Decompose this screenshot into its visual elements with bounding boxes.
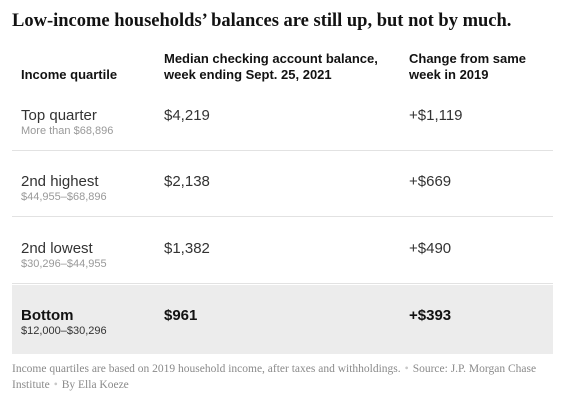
separator-dot: •: [404, 363, 409, 375]
quartile-label: 2nd lowest: [21, 240, 93, 257]
change-value: +$1,119: [409, 107, 463, 124]
separator-dot: •: [53, 379, 58, 391]
quartile-range: $30,296–$44,955: [21, 258, 107, 270]
quartile-range: $12,000–$30,296: [21, 325, 107, 337]
footer-note: Income quartiles are based on 2019 house…: [12, 361, 557, 393]
balance-value: $2,138: [164, 173, 210, 190]
change-value: +$393: [409, 307, 452, 324]
quartile-label: Bottom: [21, 307, 74, 324]
balance-value: $1,382: [164, 240, 210, 257]
change-value: +$490: [409, 240, 452, 257]
balance-value: $961: [164, 307, 198, 324]
table-row-highlighted: Bottom $12,000–$30,296 $961 +$393: [12, 285, 553, 354]
quartile-range: $44,955–$68,896: [21, 191, 107, 203]
footnote-text: Income quartiles are based on 2019 house…: [12, 363, 401, 375]
byline: By Ella Koeze: [61, 379, 129, 391]
table-row: Top quarter More than $68,896 $4,219 +$1…: [12, 85, 553, 151]
balance-value: $4,219: [164, 107, 210, 124]
quartile-label: Top quarter: [21, 107, 97, 124]
page-title: Low-income households’ balances are stil…: [12, 11, 512, 31]
change-value: +$669: [409, 173, 452, 190]
header-median-balance: Median checking account balance, week en…: [164, 51, 378, 82]
header-income-quartile: Income quartile: [21, 67, 118, 82]
table-row: 2nd lowest $30,296–$44,955 $1,382 +$490: [12, 218, 553, 284]
quartile-label: 2nd highest: [21, 173, 99, 190]
header-change: Change from same week in 2019: [409, 51, 527, 82]
source-credit: Source: J.P. Morgan Chase Institute: [12, 363, 537, 391]
quartile-range: More than $68,896: [21, 125, 114, 137]
table-row: 2nd highest $44,955–$68,896 $2,138 +$669: [12, 151, 553, 217]
